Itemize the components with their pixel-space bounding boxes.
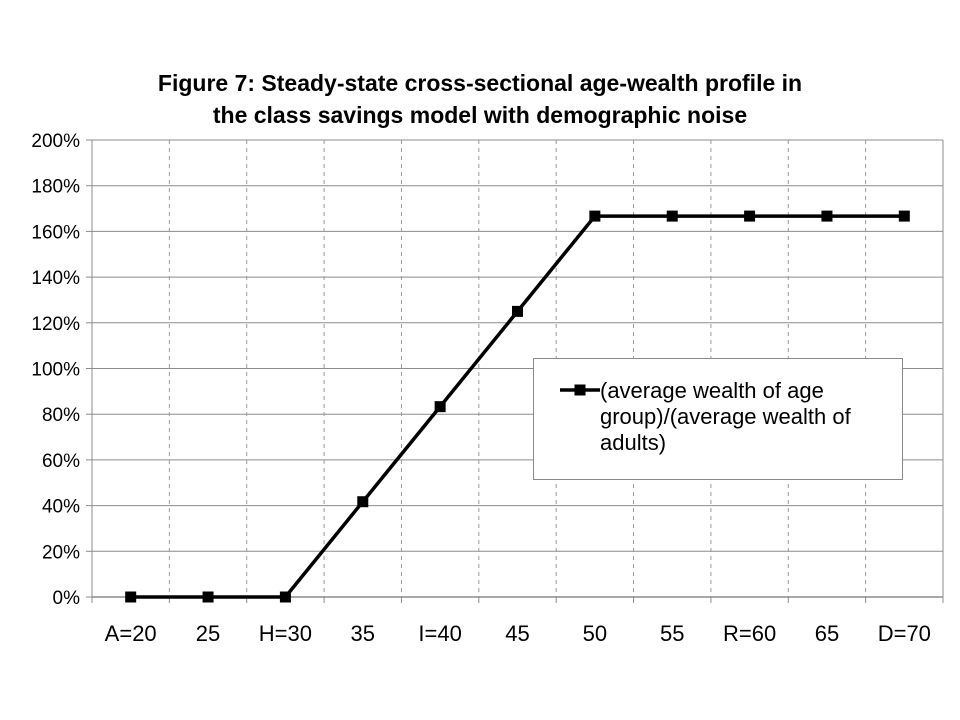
x-tick-label: R=60 [723, 621, 776, 646]
data-point-marker [434, 401, 446, 413]
x-tick-label: 35 [351, 621, 375, 646]
x-tick-label: 25 [196, 621, 220, 646]
data-point-marker [202, 591, 214, 603]
data-point-marker [898, 210, 910, 222]
x-tick-label: 50 [583, 621, 607, 646]
legend-series-label: (average wealth of age group)/(average w… [600, 378, 890, 456]
legend-label-line-3: adults) [600, 430, 667, 455]
data-point-marker [821, 210, 833, 222]
legend-label-line-2: group)/(average wealth of [600, 404, 851, 429]
y-tick-label: 120% [31, 314, 80, 335]
data-point-marker [512, 305, 523, 317]
data-point-marker [744, 210, 756, 222]
y-tick-label: 80% [42, 405, 80, 426]
legend [533, 358, 903, 480]
x-tick-label: A=20 [105, 621, 157, 646]
y-tick-label: 60% [42, 451, 80, 472]
data-point-marker [357, 496, 369, 508]
y-tick-label: 0% [53, 588, 81, 609]
x-tick-label: 65 [815, 621, 839, 646]
x-tick-label: H=30 [259, 621, 312, 646]
x-tick-label: 45 [505, 621, 529, 646]
legend-series-symbol [560, 384, 600, 396]
y-tick-label: 160% [31, 222, 80, 243]
data-point-marker [125, 591, 137, 603]
y-tick-label: 20% [42, 542, 80, 563]
data-point-marker [279, 591, 291, 603]
x-tick-label: D=70 [878, 621, 931, 646]
y-tick-label: 200% [31, 131, 80, 152]
legend-label-line-1: (average wealth of age [600, 378, 824, 403]
y-tick-label: 40% [42, 497, 80, 518]
data-point-marker [666, 210, 678, 222]
data-point-marker [589, 210, 601, 222]
chart-title-line-1: Figure 7: Steady-state cross-sectional a… [157, 70, 803, 96]
y-tick-label: 140% [31, 268, 80, 289]
x-tick-label: I=40 [418, 621, 461, 646]
chart-title-line-2: the class savings model with demographic… [212, 102, 748, 128]
y-tick-label: 180% [31, 177, 80, 198]
y-tick-label: 100% [31, 360, 80, 381]
x-tick-label: 55 [660, 621, 684, 646]
